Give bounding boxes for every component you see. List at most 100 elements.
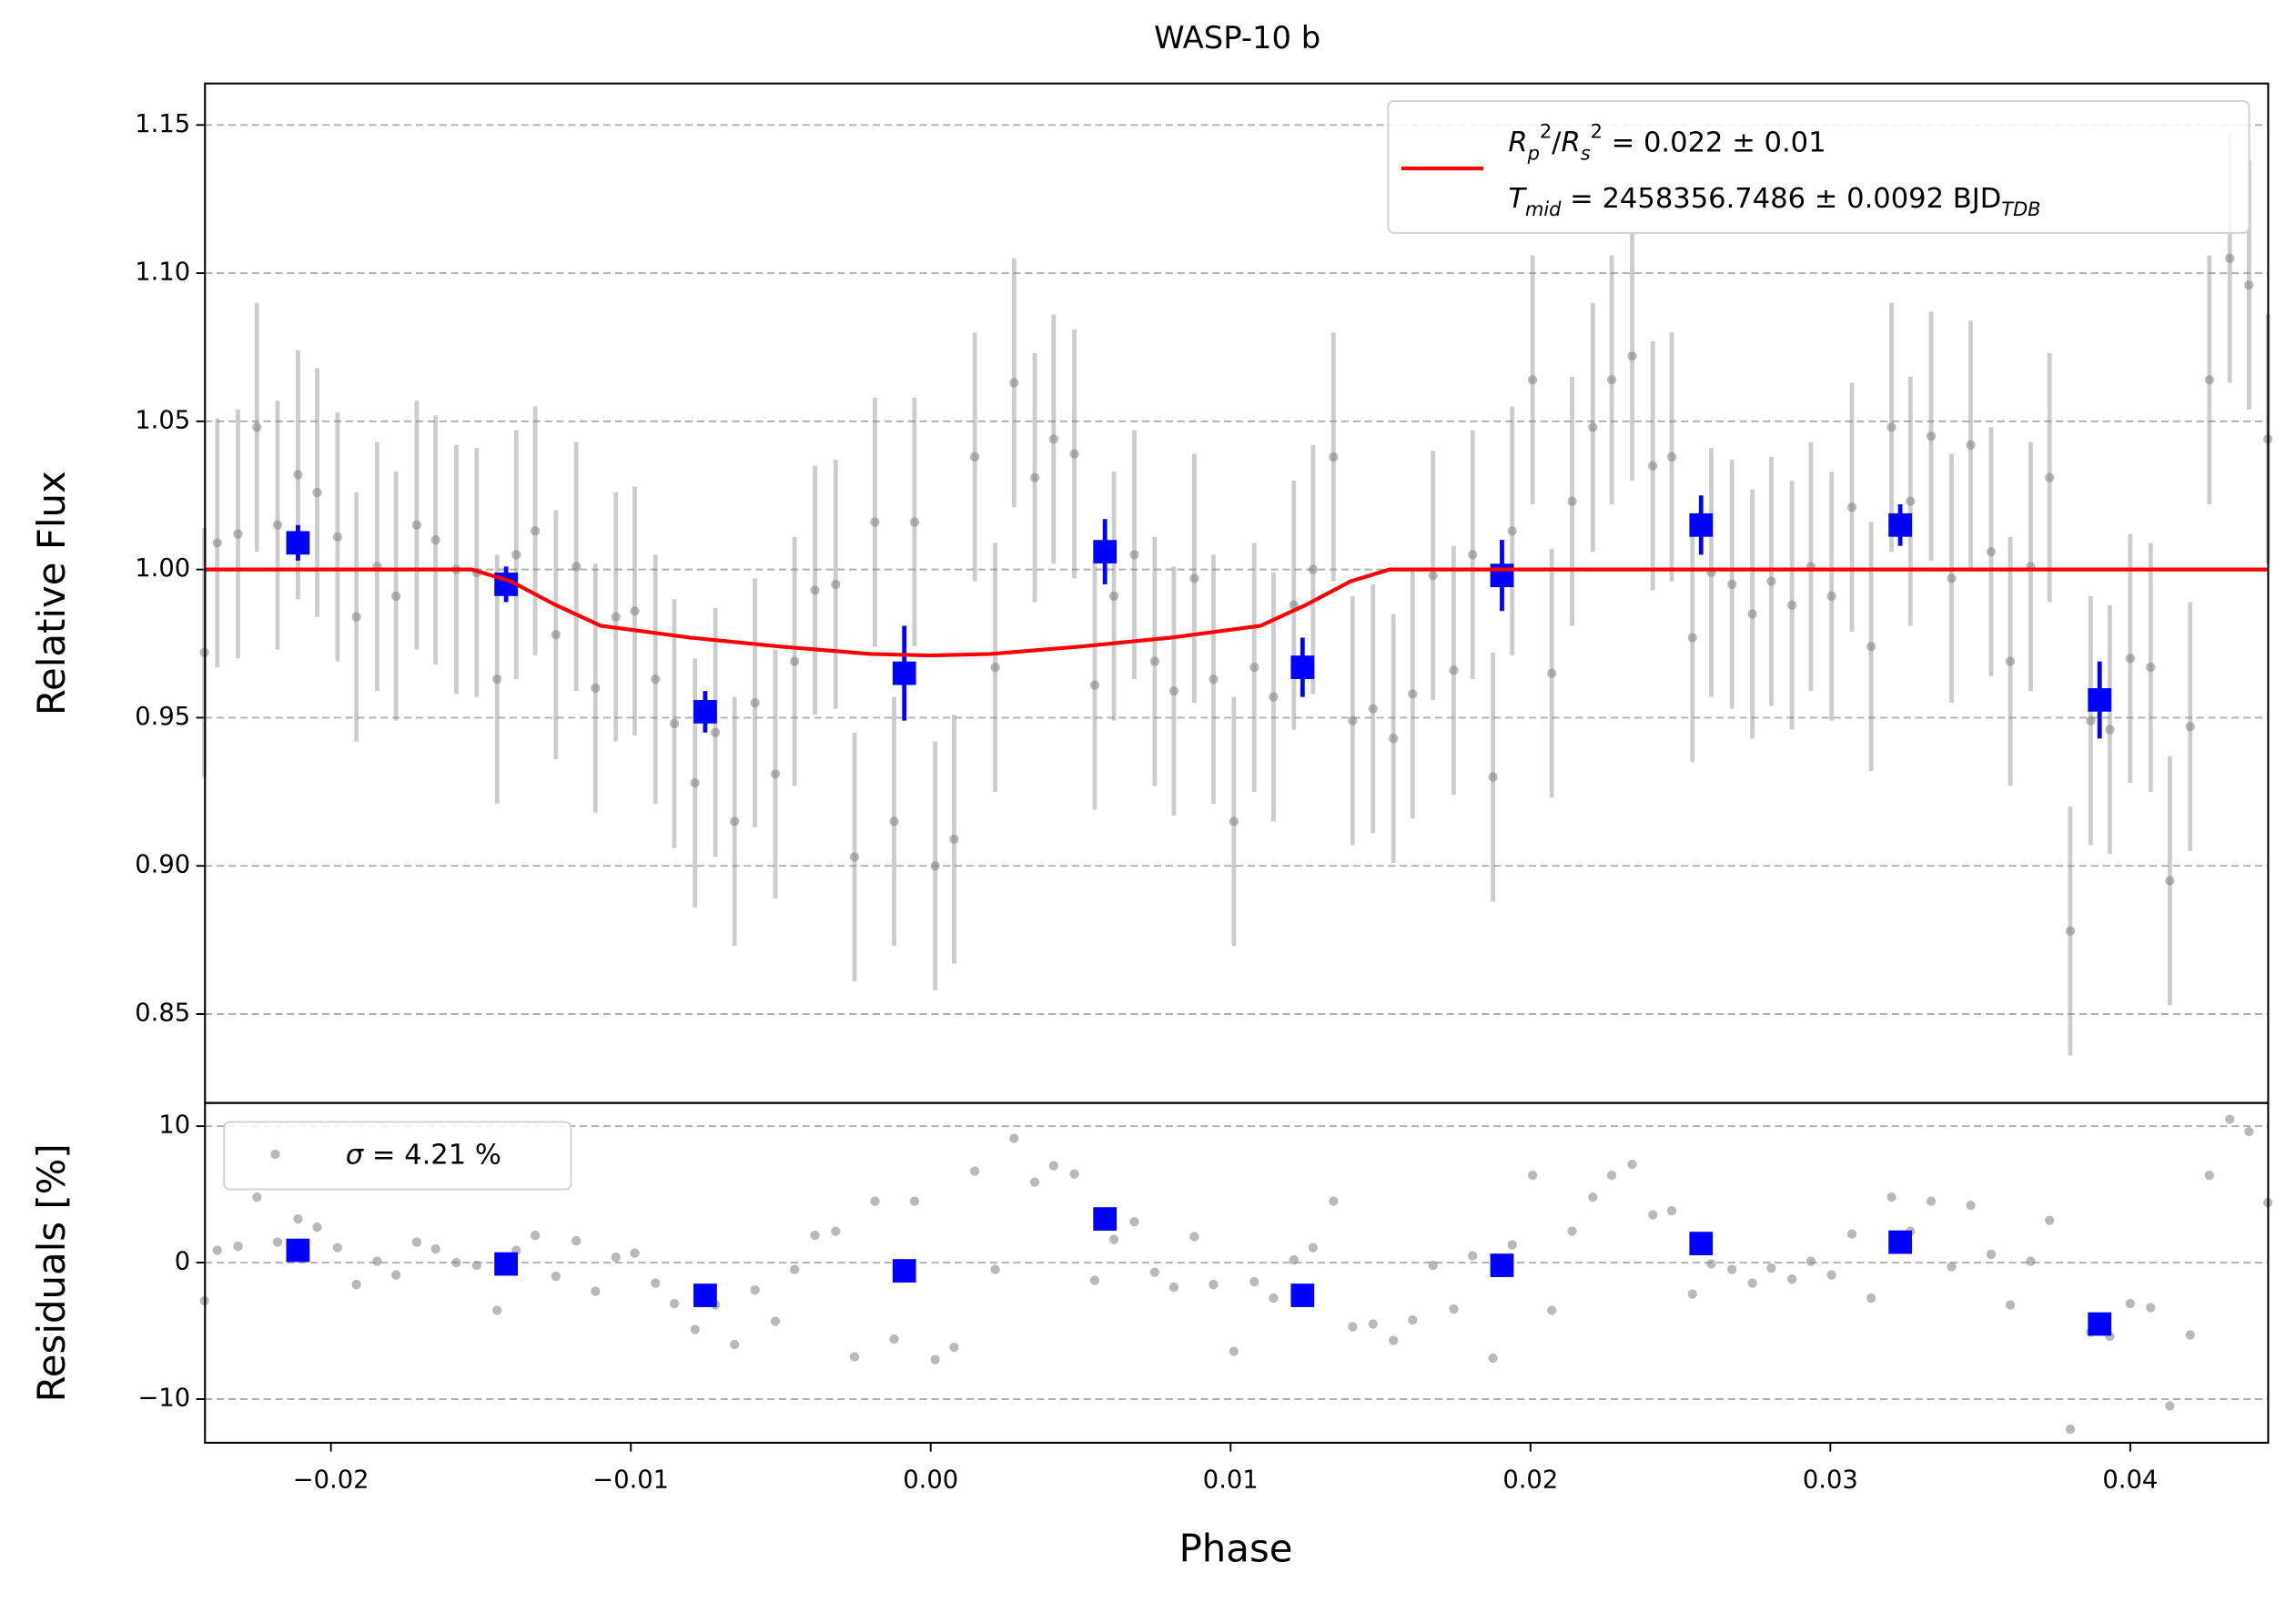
residual-point	[451, 1257, 461, 1268]
data-point	[1886, 422, 1896, 432]
binned-residual	[693, 1283, 717, 1307]
data-point	[770, 769, 781, 779]
residual-point	[1348, 1322, 1358, 1332]
data-point	[2185, 722, 2195, 732]
data-point	[750, 697, 760, 708]
data-point	[1449, 665, 1459, 675]
legend-box	[223, 1121, 572, 1191]
residual-point	[430, 1243, 440, 1254]
residual-point	[2125, 1298, 2135, 1309]
legend-label-part: σ	[346, 1139, 365, 1171]
residual-point	[1886, 1192, 1896, 1202]
data-point	[2204, 375, 2214, 385]
binned-point	[1888, 512, 1912, 537]
residual-point	[949, 1342, 959, 1353]
data-point	[1766, 576, 1776, 586]
residual-point	[810, 1230, 820, 1241]
residual-point	[2045, 1215, 2055, 1225]
legend-label-part: TDB	[2001, 198, 2040, 220]
data-point	[1149, 656, 1160, 666]
data-point	[1846, 502, 1857, 512]
binned-residual	[494, 1252, 518, 1276]
data-point	[1547, 668, 1557, 678]
data-point	[1966, 440, 1976, 451]
data-point	[1029, 472, 1040, 482]
residual-point	[651, 1278, 661, 1288]
residual-point	[770, 1316, 781, 1326]
data-point	[1009, 378, 1019, 388]
data-point	[730, 817, 740, 827]
data-point	[571, 562, 582, 572]
legend-label-part: p	[1527, 143, 1540, 165]
residual-point	[630, 1248, 640, 1258]
data-point	[1308, 564, 1319, 574]
data-point	[651, 674, 661, 685]
data-point	[252, 422, 262, 432]
residual-point	[1507, 1240, 1517, 1250]
y-tick-label: 0.85	[135, 999, 190, 1027]
binned-residual	[1093, 1207, 1118, 1231]
residual-point	[1687, 1289, 1697, 1299]
residual-point	[1966, 1200, 1976, 1211]
data-point	[411, 520, 422, 530]
data-point	[332, 532, 343, 542]
residual-point	[293, 1213, 303, 1224]
residual-point	[690, 1324, 700, 1334]
model-line	[205, 567, 2269, 658]
residual-point	[332, 1243, 343, 1253]
residual-point	[1947, 1262, 1957, 1272]
residual-point	[611, 1252, 621, 1263]
data-point	[1468, 550, 1478, 560]
residual-point	[730, 1339, 740, 1350]
residual-point	[1408, 1314, 1418, 1325]
residual-point	[1269, 1293, 1279, 1304]
data-point	[1588, 422, 1598, 432]
binned-point	[892, 661, 916, 685]
data-point	[949, 834, 959, 845]
residual-point	[591, 1286, 601, 1296]
data-point	[1269, 692, 1279, 702]
residual-point	[1588, 1192, 1598, 1202]
residual-point	[1168, 1282, 1179, 1293]
residual-point	[1249, 1276, 1259, 1287]
residual-point	[252, 1192, 262, 1202]
residual-point	[1826, 1270, 1836, 1280]
y-tick-label: 10	[158, 1111, 190, 1140]
legend-label-part: = 0.022 ± 0.01	[1603, 127, 1826, 158]
binned-point	[693, 700, 717, 724]
legend-label: σ = 4.21 %	[346, 1139, 501, 1171]
residual-point	[312, 1222, 322, 1233]
residual-point	[889, 1334, 899, 1344]
data-point	[1209, 674, 1219, 685]
binned-point	[2088, 688, 2112, 712]
residual-point	[1627, 1159, 1637, 1170]
data-point	[1727, 579, 1737, 590]
data-point	[1108, 591, 1119, 602]
data-point	[831, 579, 841, 590]
data-point	[1048, 434, 1058, 444]
data-point	[2105, 725, 2115, 735]
y-tick-label: 1.15	[135, 110, 190, 138]
data-point	[2225, 253, 2235, 263]
residual-point	[1488, 1353, 1498, 1364]
data-point	[233, 529, 243, 539]
legend-label-part: R	[1508, 127, 1527, 158]
data-point	[1089, 680, 1100, 690]
residual-point	[1547, 1305, 1557, 1315]
data-point	[1947, 573, 1957, 583]
residual-point	[1468, 1251, 1478, 1261]
residual-point	[1706, 1259, 1716, 1269]
data-point	[870, 517, 880, 527]
data-point	[1786, 600, 1797, 610]
data-point	[1527, 375, 1538, 385]
residual-point	[1129, 1216, 1139, 1227]
data-point	[391, 591, 401, 602]
data-point	[272, 520, 283, 530]
data-point	[1866, 642, 1876, 652]
data-point	[591, 683, 601, 694]
x-tick-label: 0.01	[1203, 1466, 1259, 1494]
data-point	[1229, 817, 1239, 827]
data-point	[1687, 633, 1697, 643]
residual-point	[1666, 1205, 1677, 1216]
